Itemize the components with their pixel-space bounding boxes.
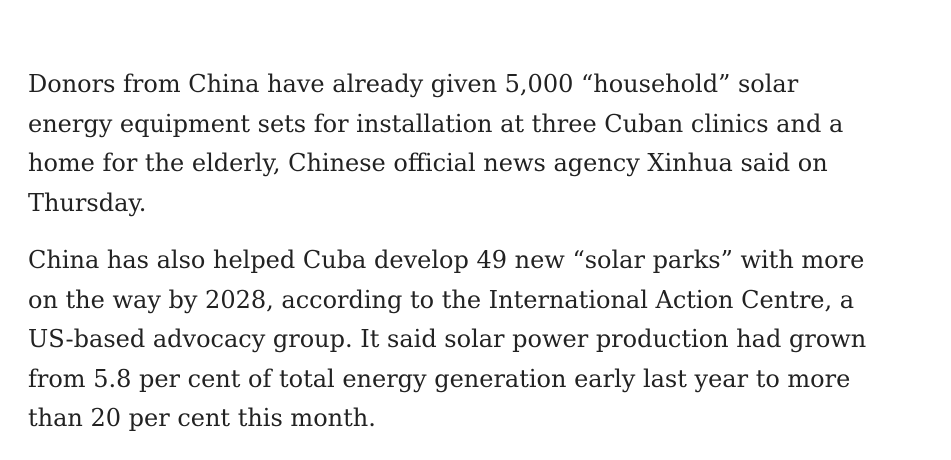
paragraph: Donors from China have already given 5,0… (28, 65, 943, 223)
text-line: on the way by 2028, according to the Int… (28, 285, 855, 314)
text-line: energy equipment sets for installation a… (28, 109, 844, 138)
text-line: home for the elderly, Chinese official n… (28, 149, 828, 177)
text-line: than 20 per cent this month. (28, 404, 376, 432)
text-line: China has also helped Cuba develop 49 ne… (28, 246, 865, 274)
paragraph: China has also helped Cuba develop 49 ne… (28, 241, 943, 439)
text-line: Thursday. (28, 188, 147, 217)
text-line: Donors from China have already given 5,0… (28, 70, 799, 98)
text-line: US-based advocacy group. It said solar p… (28, 325, 867, 353)
article-body: Donors from China have already given 5,0… (28, 65, 943, 457)
text-line: from 5.8 per cent of total energy genera… (28, 364, 851, 393)
